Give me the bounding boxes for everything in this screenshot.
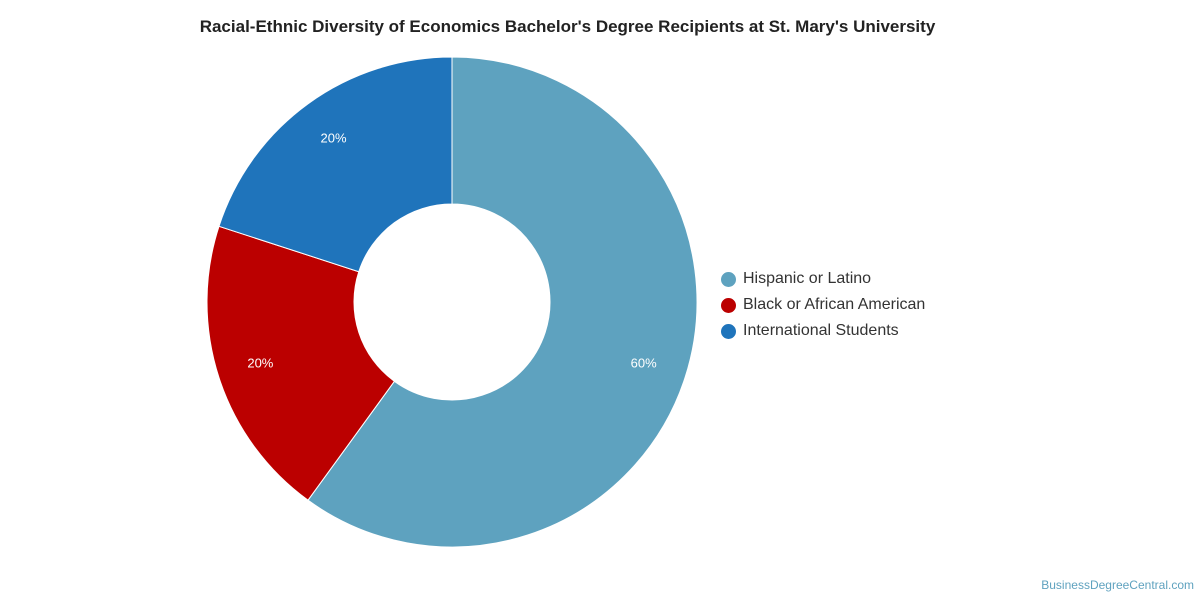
slice-hispanic-or-latino <box>307 56 698 548</box>
legend: Hispanic or Latino Black or African Ameri… <box>721 266 925 344</box>
slice-black-or-african-american <box>206 225 396 501</box>
slice-labels: 60% 20% 20% <box>247 130 657 370</box>
legend-swatch <box>721 323 736 339</box>
legend-label: Hispanic or Latino <box>743 270 872 287</box>
legend-swatch <box>721 297 736 313</box>
donut-slices <box>206 56 698 548</box>
legend-swatch <box>721 271 736 287</box>
slice-international-students <box>218 56 453 273</box>
legend-item-black-or-african-american[interactable]: Black or African American <box>721 292 925 318</box>
legend-item-international-students[interactable]: International Students <box>721 318 925 344</box>
legend-label: International Students <box>743 322 899 339</box>
slice-label-hispanic-or-latino: 60% <box>631 356 657 371</box>
watermark: BusinessDegreeCentral.com <box>1041 578 1194 592</box>
slice-label-international-students: 20% <box>321 130 347 145</box>
legend-label: Black or African American <box>743 296 926 313</box>
legend-item-hispanic-or-latino[interactable]: Hispanic or Latino <box>721 266 925 292</box>
slice-label-black-or-african-american: 20% <box>247 356 273 371</box>
chart-title: Racial-Ethnic Diversity of Economics Bac… <box>199 17 936 36</box>
